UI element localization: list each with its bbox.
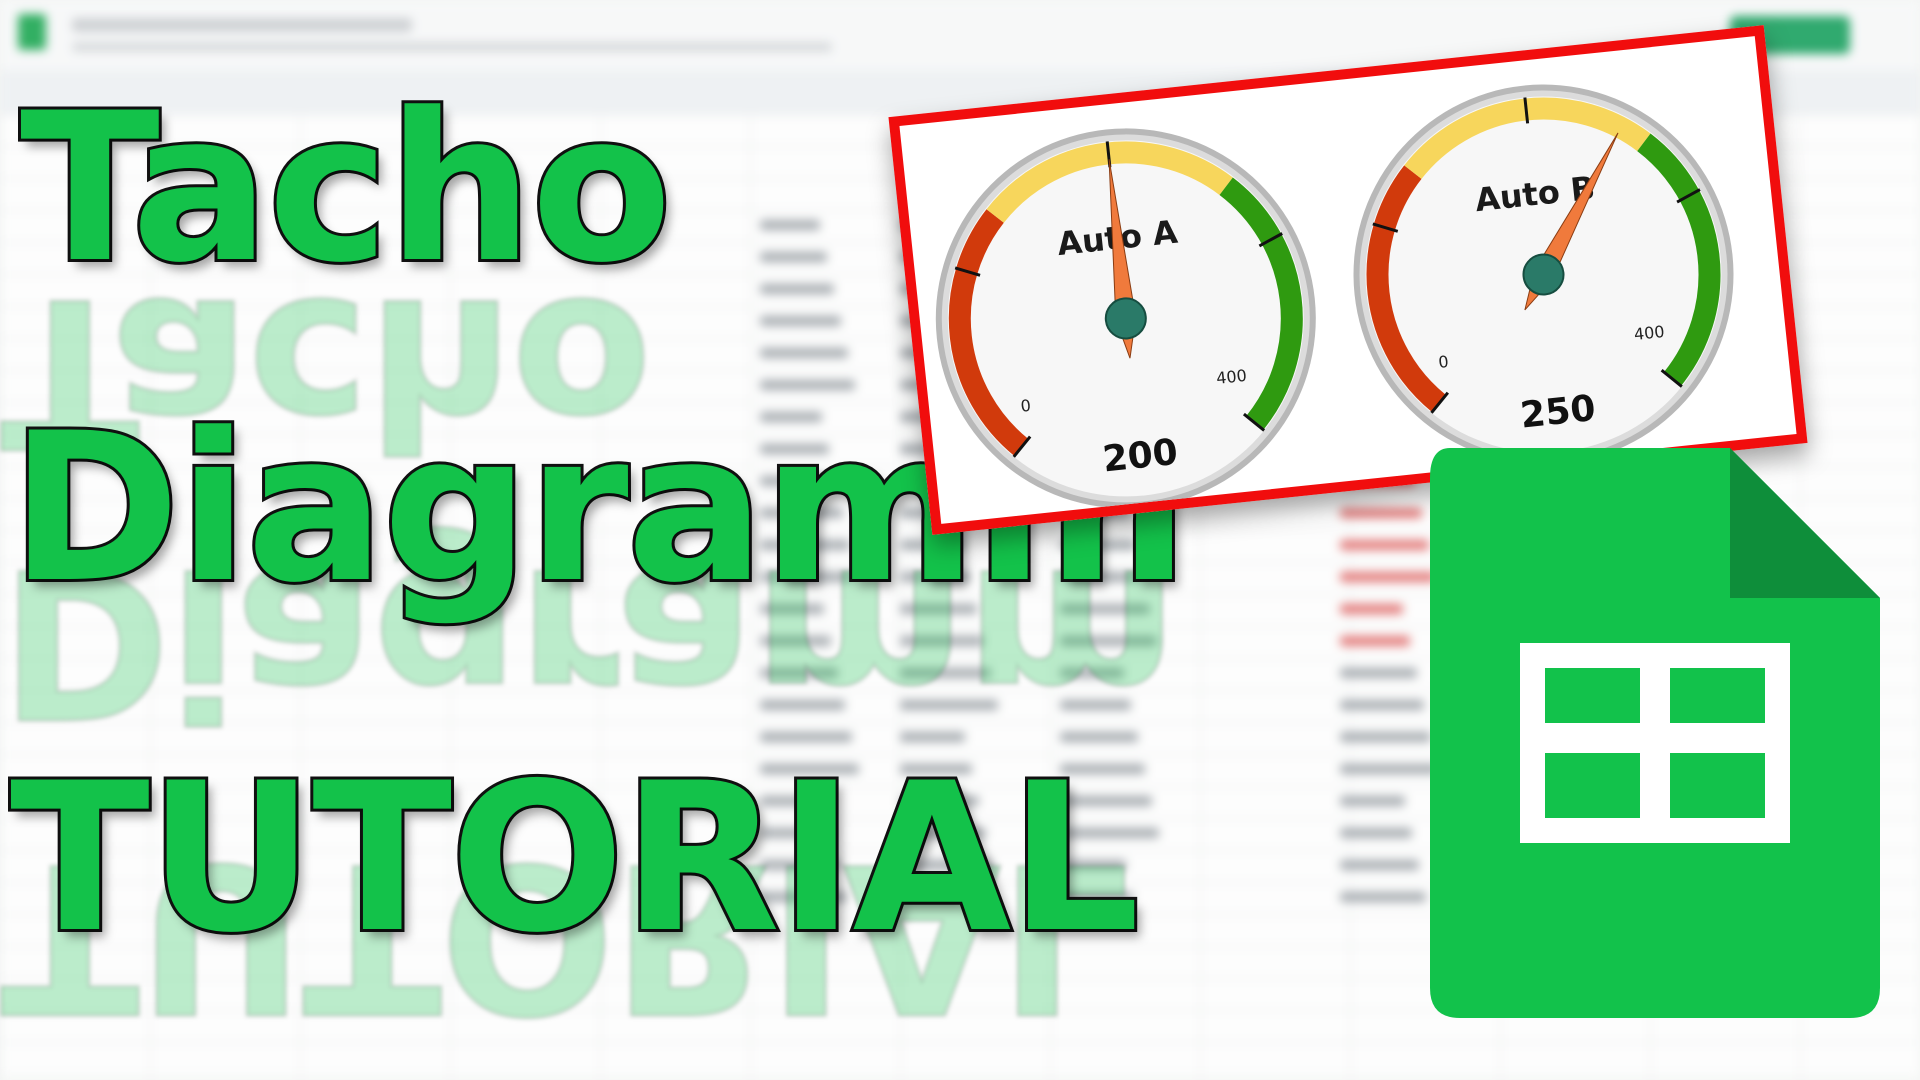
cell-placeholder	[1340, 764, 1438, 774]
cell-placeholder	[1060, 892, 1133, 902]
gauge-min-label: 0	[1437, 352, 1449, 372]
cell-placeholder	[1340, 732, 1431, 742]
gauge-hub	[1522, 253, 1565, 296]
gauge-chart-card: 0 400 Auto A 200 0 400 Auto B 250	[888, 25, 1808, 535]
cell-placeholder	[760, 284, 834, 294]
cell-placeholder	[760, 380, 855, 390]
cell-placeholder	[760, 892, 847, 902]
cell-placeholder	[760, 700, 845, 710]
cell-placeholder	[1060, 828, 1159, 838]
sheets-folded-corner	[1730, 448, 1880, 598]
cell-placeholder	[1340, 572, 1436, 582]
cell-placeholder	[760, 348, 848, 358]
title-line1: Tacho	[17, 67, 675, 311]
cell-placeholder	[1340, 668, 1417, 678]
cell-placeholder	[1340, 604, 1403, 614]
gauge-tick	[1012, 435, 1032, 458]
gauge-tick	[1523, 97, 1530, 124]
cell-placeholder	[900, 572, 970, 582]
sheets-app-icon	[18, 14, 46, 50]
sheets-cell-1	[1545, 668, 1640, 723]
cell-placeholder	[1060, 636, 1157, 646]
title-line3: TUTORIAL	[7, 737, 1143, 981]
cell-placeholder	[900, 732, 965, 742]
cell-placeholder	[900, 764, 972, 774]
cell-placeholder	[900, 636, 984, 646]
cell-placeholder	[760, 764, 859, 774]
cell-placeholder	[760, 316, 841, 326]
cell-placeholder	[1060, 700, 1131, 710]
cell-placeholder	[900, 860, 993, 870]
cell-placeholder	[1340, 540, 1429, 550]
menu-bar-placeholder	[72, 42, 832, 52]
cell-placeholder	[760, 732, 852, 742]
cell-placeholder	[760, 508, 843, 518]
cell-placeholder	[900, 700, 998, 710]
cell-placeholder	[1060, 796, 1152, 806]
gauge-value: 250	[1518, 388, 1597, 437]
gauge-max-label: 400	[1633, 322, 1665, 344]
cell-placeholder	[1340, 636, 1410, 646]
cell-placeholder	[1060, 604, 1150, 614]
gauge-red-band	[948, 209, 1029, 456]
cell-placeholder	[1340, 700, 1424, 710]
cell-placeholder	[1340, 828, 1412, 838]
cell-placeholder	[1340, 508, 1422, 518]
cell-placeholder	[760, 668, 838, 678]
gauge-value: 200	[1101, 432, 1180, 481]
gauge-max-label: 400	[1215, 366, 1247, 388]
cell-placeholder	[760, 860, 840, 870]
cell-placeholder	[900, 604, 977, 614]
cell-placeholder	[760, 252, 827, 262]
cell-placeholder	[1060, 572, 1143, 582]
cell-placeholder	[760, 444, 829, 454]
cell-placeholder	[760, 796, 826, 806]
cell-placeholder	[1340, 892, 1426, 902]
cell-placeholder	[760, 828, 833, 838]
cell-placeholder	[760, 636, 831, 646]
cell-placeholder	[900, 796, 979, 806]
gauge-tick	[1660, 369, 1683, 388]
gauge-tick	[1676, 188, 1701, 204]
gauge-tick	[954, 266, 981, 277]
gauge-tick	[1242, 412, 1266, 432]
google-sheets-icon	[1430, 448, 1880, 1018]
cell-placeholder	[1060, 764, 1145, 774]
gauge-tick	[1430, 391, 1450, 414]
cell-placeholder	[760, 572, 857, 582]
gauge-min-label: 0	[1020, 396, 1032, 416]
cell-placeholder	[900, 828, 986, 838]
gauge-tick	[1372, 222, 1399, 233]
gauge-green-band	[1637, 133, 1721, 386]
gauge-yellow-band	[986, 141, 1233, 223]
cell-placeholder	[760, 476, 836, 486]
cell-placeholder	[1060, 732, 1138, 742]
cell-placeholder	[760, 412, 822, 422]
sheets-cell-2	[1670, 668, 1765, 723]
gauge-red-band	[1366, 165, 1447, 413]
cell-placeholder	[760, 604, 824, 614]
gauge-hub	[1104, 297, 1147, 340]
gauge-green-band	[1219, 177, 1303, 430]
cell-placeholder	[760, 220, 820, 230]
cell-placeholder	[1340, 860, 1419, 870]
cell-placeholder	[1060, 860, 1126, 870]
cell-placeholder	[760, 540, 850, 550]
cell-placeholder	[900, 540, 963, 550]
sheets-cell-3	[1545, 753, 1640, 818]
gauge-yellow-band	[1404, 97, 1651, 179]
cell-placeholder	[1060, 668, 1124, 678]
cell-placeholder	[1060, 540, 1136, 550]
document-title-placeholder	[72, 18, 412, 32]
gauge-tick	[1258, 232, 1283, 248]
cell-placeholder	[900, 668, 991, 678]
sheets-cell-4	[1670, 753, 1765, 818]
cell-placeholder	[900, 892, 960, 902]
cell-placeholder	[1340, 796, 1405, 806]
